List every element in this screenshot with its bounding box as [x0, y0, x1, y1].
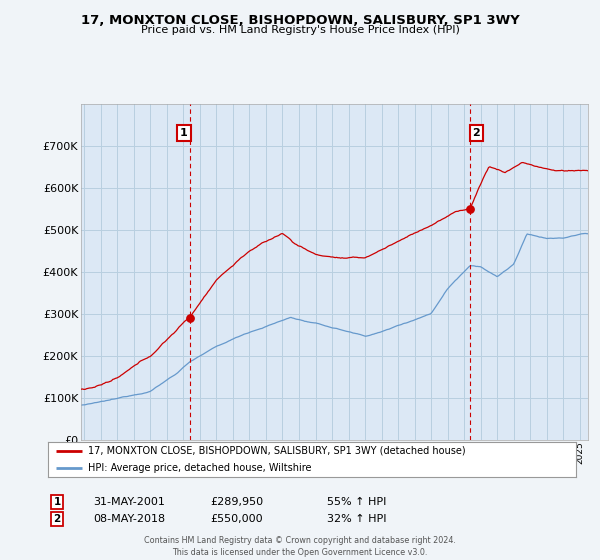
- Text: 31-MAY-2001: 31-MAY-2001: [93, 497, 165, 507]
- Point: [185, 314, 195, 323]
- Text: 08-MAY-2018: 08-MAY-2018: [93, 514, 165, 524]
- Text: HPI: Average price, detached house, Wiltshire: HPI: Average price, detached house, Wilt…: [88, 463, 311, 473]
- Text: 32% ↑ HPI: 32% ↑ HPI: [327, 514, 386, 524]
- Text: 17, MONXTON CLOSE, BISHOPDOWN, SALISBURY, SP1 3WY (detached house): 17, MONXTON CLOSE, BISHOPDOWN, SALISBURY…: [88, 446, 465, 456]
- Text: 2: 2: [53, 514, 61, 524]
- Text: 55% ↑ HPI: 55% ↑ HPI: [327, 497, 386, 507]
- Text: 17, MONXTON CLOSE, BISHOPDOWN, SALISBURY, SP1 3WY: 17, MONXTON CLOSE, BISHOPDOWN, SALISBURY…: [80, 14, 520, 27]
- Point: [465, 204, 475, 213]
- Text: 2: 2: [473, 128, 481, 138]
- Text: Contains HM Land Registry data © Crown copyright and database right 2024.
This d: Contains HM Land Registry data © Crown c…: [144, 536, 456, 557]
- Text: Price paid vs. HM Land Registry's House Price Index (HPI): Price paid vs. HM Land Registry's House …: [140, 25, 460, 35]
- Text: 1: 1: [53, 497, 61, 507]
- Text: £289,950: £289,950: [210, 497, 263, 507]
- Text: £550,000: £550,000: [210, 514, 263, 524]
- Text: 1: 1: [180, 128, 188, 138]
